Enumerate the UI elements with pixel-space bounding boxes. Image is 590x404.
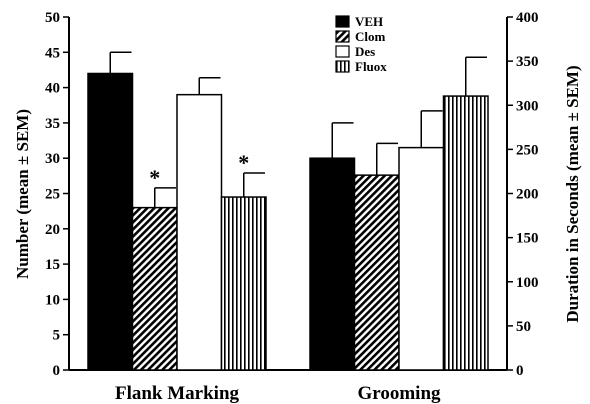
legend-swatch-clom	[335, 30, 350, 43]
legend-swatch-fluox	[335, 60, 350, 73]
y-axis-title-right: Duration in Seconds (mean ± SEM)	[563, 65, 582, 322]
y-tick-label-right: 250	[516, 142, 539, 158]
y-axis-title-left: Number (mean ± SEM)	[13, 109, 32, 279]
bar-veh-flank-marking	[87, 72, 134, 371]
y-tick-label-right: 300	[516, 98, 539, 114]
bars: * * Flank Marking Grooming	[87, 51, 489, 404]
y-tick-label-right: 350	[516, 54, 539, 70]
y-tick-label-right: 100	[516, 275, 539, 291]
y-tick-label-left: 15	[45, 257, 60, 273]
significance-marker: *	[149, 165, 160, 190]
y-tick-label-left: 10	[45, 292, 60, 308]
y-tick-label-right: 0	[516, 363, 524, 379]
bar-veh-grooming	[309, 157, 356, 371]
bar-clom-flank-marking	[131, 206, 178, 371]
y-tick-label-left: 50	[45, 10, 60, 26]
legend-label-fluox: Fluox	[355, 59, 387, 74]
legend-label-clom: Clom	[355, 29, 386, 44]
y-tick-label-left: 45	[45, 45, 60, 61]
legend-swatch-des	[335, 45, 350, 58]
legend-swatch-veh	[335, 15, 350, 28]
bar-clom-grooming	[353, 174, 400, 371]
y-tick-label-left: 5	[53, 328, 61, 344]
y-tick-label-left: 0	[53, 363, 61, 379]
y-tick-label-right: 400	[516, 10, 539, 26]
y-tick-label-right: 150	[516, 231, 539, 247]
y-tick-label-left: 35	[45, 116, 60, 132]
bar-des-grooming	[398, 146, 445, 371]
significance-marker: *	[238, 150, 249, 175]
y-tick-label-right: 50	[516, 319, 531, 335]
x-category-label: Flank Marking	[115, 383, 240, 404]
bar-fluox-grooming	[442, 95, 489, 371]
bar-fluox-flank-marking	[220, 196, 267, 371]
y-tick-label-left: 25	[45, 187, 60, 203]
x-category-label: Grooming	[357, 383, 441, 404]
y-tick-label-right: 200	[516, 187, 539, 203]
bar-des-flank-marking	[176, 93, 223, 371]
y-tick-label-left: 40	[45, 81, 60, 97]
legend-label-des: Des	[355, 44, 375, 59]
legend-label-veh: VEH	[355, 14, 383, 29]
y-tick-label-left: 30	[45, 151, 60, 167]
y-tick-label-left: 20	[45, 222, 60, 238]
